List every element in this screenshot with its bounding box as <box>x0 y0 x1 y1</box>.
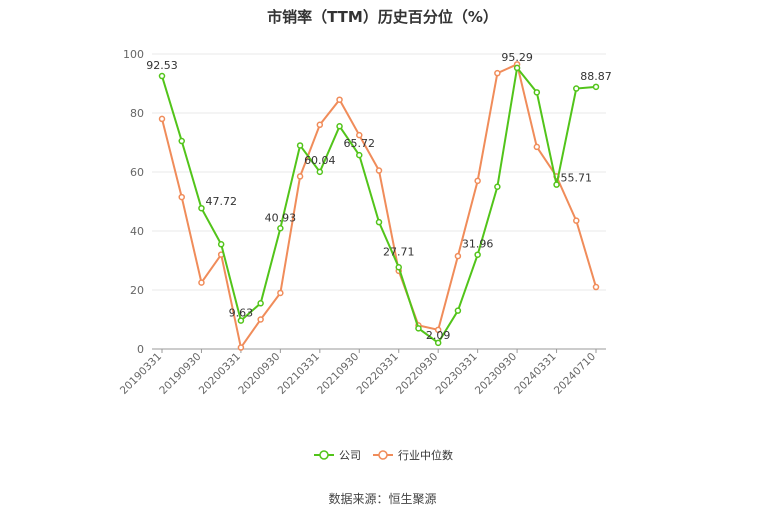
data-point <box>474 251 481 258</box>
data-label: 95.29 <box>501 51 533 64</box>
data-point <box>356 131 363 139</box>
data-point <box>198 204 205 212</box>
data-point <box>178 137 185 145</box>
data-point <box>257 316 264 323</box>
x-tick-label: 20220930 <box>394 351 440 397</box>
x-tick-label: 20210930 <box>315 351 361 397</box>
data-point <box>217 241 225 248</box>
data-point <box>573 85 580 92</box>
x-tick-label: 20240331 <box>512 351 558 397</box>
data-point <box>474 177 481 185</box>
data-label: 55.71 <box>561 172 593 185</box>
data-label: 88.87 <box>580 70 612 83</box>
data-point <box>277 225 284 232</box>
data-point <box>592 83 600 91</box>
data-point <box>434 326 442 334</box>
data-point <box>257 300 264 307</box>
data-point <box>375 218 383 226</box>
x-tick-label: 20200930 <box>236 351 282 397</box>
x-tick-label: 20230930 <box>473 351 519 397</box>
data-label: 60.04 <box>304 154 336 167</box>
data-point <box>198 279 205 286</box>
data-label: 9.63 <box>229 307 254 320</box>
data-point <box>533 143 541 151</box>
x-tick-label: 20220331 <box>355 351 401 397</box>
x-tick-label: 20230331 <box>433 351 479 397</box>
legend-label: 行业中位数 <box>398 448 453 462</box>
y-tick-label: 100 <box>123 48 144 61</box>
data-point <box>316 121 324 129</box>
legend-label: 公司 <box>339 449 361 462</box>
y-tick-label: 60 <box>130 166 144 179</box>
data-point <box>513 64 521 72</box>
y-tick-label: 80 <box>130 107 144 120</box>
data-point <box>277 289 284 297</box>
y-tick-label: 40 <box>130 225 144 238</box>
data-label: 92.53 <box>146 59 178 72</box>
data-point <box>395 264 402 271</box>
data-point <box>336 96 343 103</box>
x-tick-label: 20210331 <box>276 351 322 397</box>
y-tick-label: 0 <box>137 343 144 356</box>
data-label: 65.72 <box>344 137 376 150</box>
data-label: 27.71 <box>383 245 415 258</box>
data-point <box>237 344 245 351</box>
data-point <box>237 317 245 324</box>
data-point <box>454 252 462 260</box>
data-point <box>375 167 383 174</box>
data-point <box>158 115 166 123</box>
data-point <box>336 123 343 130</box>
data-point <box>592 283 600 291</box>
data-point <box>573 217 580 224</box>
data-point <box>494 69 501 77</box>
data-point <box>316 168 324 176</box>
data-point <box>178 193 185 201</box>
data-point <box>553 181 560 188</box>
chart-title: 市销率（TTM）历史百分位（%） <box>267 8 498 26</box>
data-point <box>454 307 462 314</box>
legend-marker <box>319 450 329 460</box>
data-point <box>296 173 304 180</box>
data-label: 40.93 <box>265 211 297 224</box>
data-point <box>494 183 501 190</box>
data-point <box>158 72 166 80</box>
data-label: 31.96 <box>462 238 494 251</box>
legend-marker <box>378 450 388 460</box>
x-tick-label: 20190930 <box>157 351 203 397</box>
data-point <box>533 89 541 96</box>
y-tick-label: 20 <box>130 284 144 297</box>
data-label: 2.09 <box>426 329 451 342</box>
data-label: 47.72 <box>205 195 237 208</box>
data-point <box>415 325 422 332</box>
x-tick-label: 20190331 <box>118 351 164 397</box>
data-point <box>434 339 442 347</box>
data-point <box>296 142 304 149</box>
x-tick-label: 20200331 <box>197 351 243 397</box>
data-source: 数据来源：恒生聚源 <box>328 492 437 506</box>
data-point <box>356 151 363 159</box>
x-tick-label: 20240710 <box>552 351 598 397</box>
